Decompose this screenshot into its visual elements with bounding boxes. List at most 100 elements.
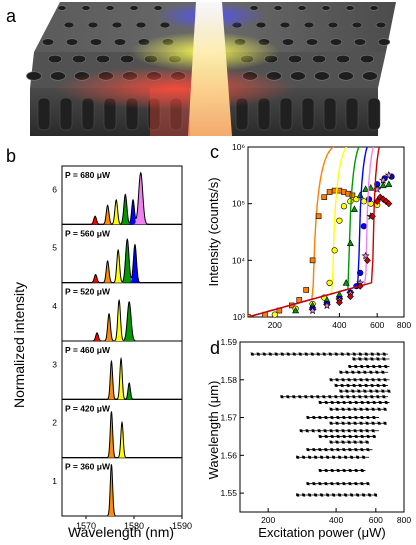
data-point xyxy=(348,448,352,452)
air-hole-front xyxy=(301,97,315,131)
data-point xyxy=(342,468,346,472)
data-point xyxy=(328,395,332,399)
data-point xyxy=(341,378,345,382)
data-point xyxy=(353,407,357,411)
data-point xyxy=(370,357,374,361)
fit-curve xyxy=(248,147,380,317)
data-point xyxy=(372,416,376,420)
data-point xyxy=(366,400,370,404)
glow-red xyxy=(55,66,295,110)
air-hole-front xyxy=(59,97,73,131)
data-point xyxy=(383,407,387,411)
data-point xyxy=(372,400,376,404)
y-tick-label: 4 xyxy=(52,301,57,311)
panel-label-c: c xyxy=(210,142,219,162)
data-point xyxy=(352,395,356,399)
data-point xyxy=(308,493,312,497)
data-point xyxy=(366,448,370,452)
y-tick-label: 2 xyxy=(52,418,57,428)
data-point xyxy=(339,389,343,393)
data-point xyxy=(338,493,342,497)
data-point xyxy=(350,493,354,497)
data-point xyxy=(336,482,340,486)
data-point xyxy=(346,383,350,387)
data-point xyxy=(345,389,349,393)
data-point xyxy=(359,407,363,411)
data-point xyxy=(381,389,385,393)
data-point xyxy=(370,383,374,387)
y-tick-label: 10⁵ xyxy=(232,199,245,209)
spectrum-envelope xyxy=(62,298,182,342)
panel-d-wavelength: 1.55 1.56 1.57 1.58 1.59 200 400 600 800 xyxy=(220,337,411,525)
data-point xyxy=(356,493,360,497)
data-point xyxy=(348,468,352,472)
data-point xyxy=(366,482,370,486)
x-tick-label: 400 xyxy=(329,515,343,525)
spectrum-peak xyxy=(106,464,117,516)
data-point xyxy=(329,429,333,433)
air-hole xyxy=(50,71,66,81)
data-point xyxy=(330,400,334,404)
data-point xyxy=(348,400,352,404)
data-point xyxy=(377,421,381,425)
air-hole xyxy=(26,71,42,81)
data-point xyxy=(318,468,322,472)
data-point xyxy=(348,416,352,420)
panel-a-illustration xyxy=(26,2,396,136)
data-point xyxy=(330,416,334,420)
axes-frame xyxy=(239,341,405,513)
data-point xyxy=(347,440,351,444)
air-hole-front xyxy=(323,97,337,131)
spectrum-peak xyxy=(127,199,139,225)
data-point xyxy=(341,407,345,411)
data-point xyxy=(342,434,346,438)
x-tick-label: 1580 xyxy=(124,521,144,531)
data-point xyxy=(326,189,333,195)
data-point xyxy=(379,181,387,189)
y-tick-label: 5 xyxy=(52,243,57,253)
data-point xyxy=(365,378,369,382)
data-point xyxy=(347,421,351,425)
data-point xyxy=(385,180,393,187)
data-point xyxy=(382,352,386,356)
air-hole xyxy=(111,21,123,29)
data-point xyxy=(334,395,338,399)
data-point xyxy=(344,455,348,459)
data-point xyxy=(365,440,369,444)
data-point xyxy=(322,352,326,356)
data-point xyxy=(335,407,339,411)
data-point xyxy=(336,468,340,472)
data-point xyxy=(372,434,376,438)
data-point xyxy=(353,440,357,444)
data-point xyxy=(352,383,356,387)
panel-d-ylabel: Wavelength (μm) xyxy=(206,381,221,480)
spectrum-peak xyxy=(132,172,150,225)
spectrum-peak xyxy=(89,216,101,225)
air-hole-front xyxy=(37,97,51,131)
data-point xyxy=(347,407,351,411)
data-point xyxy=(312,482,316,486)
x-tick-label: 1570 xyxy=(76,521,96,531)
data-point xyxy=(384,170,393,179)
air-hole xyxy=(41,38,55,46)
data-point xyxy=(304,395,308,399)
data-point xyxy=(357,269,364,277)
data-point xyxy=(358,352,362,356)
data-point xyxy=(336,400,340,404)
data-point xyxy=(373,197,381,205)
data-point xyxy=(371,378,375,382)
data-point xyxy=(377,407,381,411)
data-point xyxy=(342,279,350,286)
data-point xyxy=(322,301,332,310)
data-point xyxy=(320,493,324,497)
data-point xyxy=(358,357,362,361)
data-point xyxy=(292,306,300,314)
data-point xyxy=(280,352,284,356)
air-hole xyxy=(279,21,291,29)
panel-d-xlabel: Excitation power (μW) xyxy=(258,525,385,540)
data-point xyxy=(329,407,333,411)
data-point xyxy=(370,395,374,399)
panel-c-series xyxy=(248,147,395,317)
data-point xyxy=(365,196,373,203)
data-point xyxy=(342,448,346,452)
